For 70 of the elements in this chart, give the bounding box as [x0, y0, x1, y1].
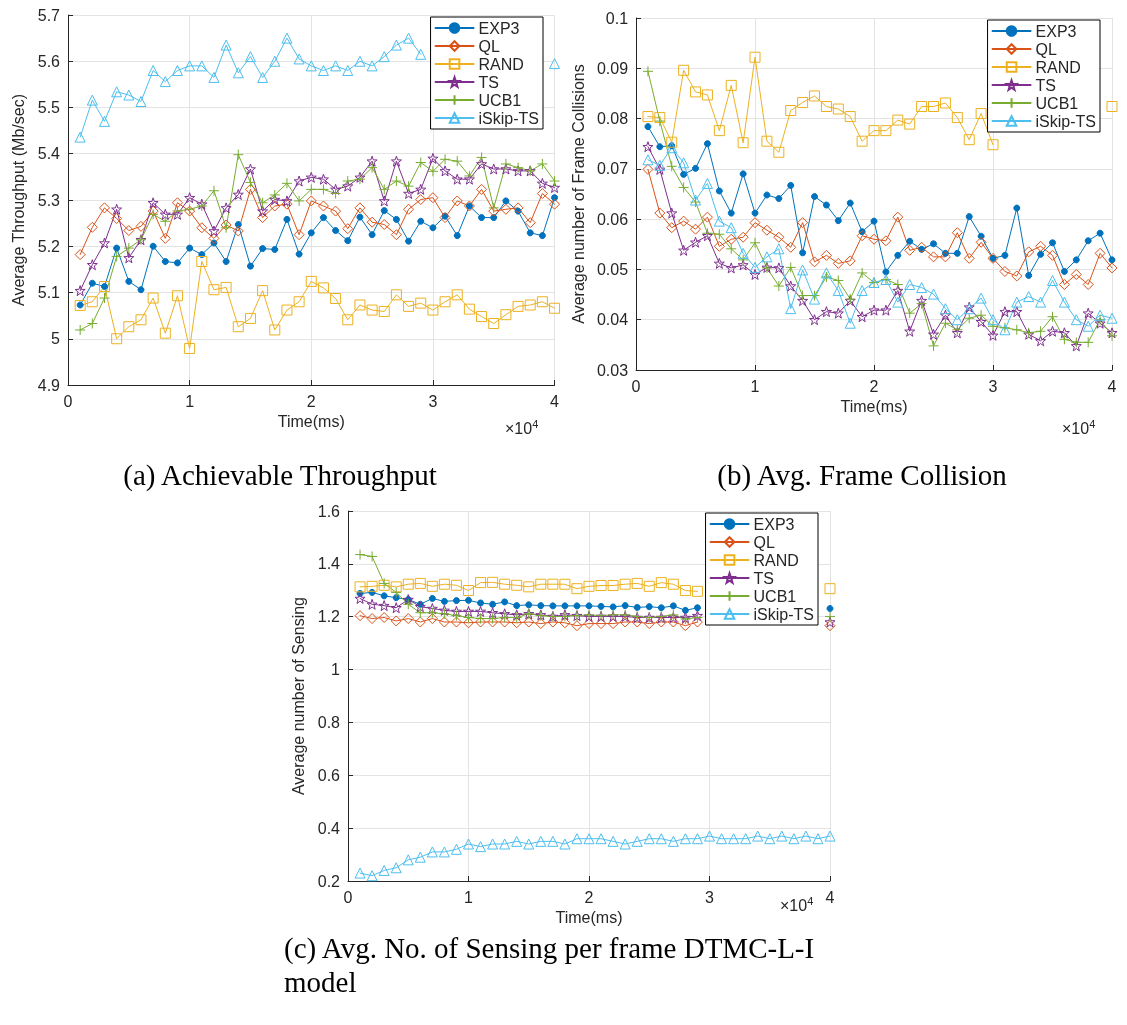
legend-label: TS: [1035, 76, 1056, 94]
y-tick-label: 0.05: [596, 260, 629, 278]
legend-label: UCB1: [478, 91, 522, 109]
y-tick-label: 0.8: [317, 713, 341, 731]
y-tick-label: 5: [51, 330, 61, 348]
legend-label: QL: [1035, 40, 1057, 58]
y-axis-title: Average number of Sensing: [290, 596, 308, 796]
x-tick-label: 0: [631, 377, 641, 395]
legend-label: UCB1: [1035, 94, 1079, 112]
x-tick-label: 3: [428, 392, 438, 410]
legend-label: iSkip-TS: [1035, 112, 1096, 130]
y-tick-label: 0.04: [596, 311, 629, 329]
y-tick-label: 0.09: [596, 59, 629, 77]
x-tick-label: 0: [63, 392, 73, 410]
text: ×10$^{4}$: [505, 418, 539, 439]
legend-label: EXP3: [478, 19, 520, 37]
y-tick-label: 1: [331, 661, 341, 679]
y-tick-label: 1.4: [317, 555, 341, 573]
x-tick-label: 0: [343, 888, 353, 906]
legend-label: RAND: [1035, 58, 1081, 76]
text: (a) Achievable Throughput: [122, 458, 438, 492]
legend-label: iSkip-TS: [753, 605, 814, 623]
x-tick-label: 3: [988, 377, 998, 395]
y-tick-label: 5.1: [37, 284, 61, 301]
y-tick-label: 1.6: [317, 502, 341, 520]
x-tick-label: 4: [550, 392, 560, 410]
y-tick-label: 4.9: [37, 376, 61, 394]
y-tick-label: 5.4: [37, 145, 61, 163]
x-tick-label: 2: [306, 392, 316, 410]
legend-label: iSkip-TS: [478, 109, 539, 127]
x-tick-label: 1: [185, 392, 195, 410]
y-tick-label: 0.4: [317, 819, 341, 837]
y-tick-label: 0.2: [317, 872, 341, 890]
legend-label: RAND: [478, 55, 524, 73]
legend-label: UCB1: [753, 587, 797, 605]
y-tick-label: 5.3: [37, 191, 61, 209]
y-tick-label: 0.03: [596, 361, 629, 379]
y-axis-title: Average Throughput (Mb/sec): [10, 94, 28, 306]
x-tick-label: 4: [825, 888, 835, 906]
y-tick-label: 0.6: [317, 766, 341, 784]
x-tick-label: 2: [584, 888, 594, 906]
x-tick-label: 4: [1107, 377, 1117, 395]
legend-label: QL: [753, 533, 775, 551]
text: (b) Avg. Frame Collision: [716, 458, 1008, 492]
text: ×10$^{4}$: [780, 895, 814, 916]
y-tick-label: 0.08: [596, 110, 629, 128]
y-tick-label: 0.06: [596, 210, 629, 228]
y-tick-label: 5.5: [37, 99, 61, 116]
y-tick-label: 0.07: [596, 160, 629, 178]
legend-label: EXP3: [1035, 22, 1077, 40]
legend-label: TS: [753, 569, 774, 587]
text: (c) Avg. No. of Sensing per frame DTMC-L-I model: [284, 931, 816, 999]
x-tick-label: 3: [705, 888, 715, 906]
y-axis-title: Average number of Frame Collisions: [569, 64, 587, 324]
y-tick-label: 5.2: [37, 237, 61, 255]
legend-label: RAND: [753, 551, 799, 569]
legend-label: QL: [478, 37, 500, 55]
y-tick-label: 0.1: [605, 9, 629, 27]
y-tick-label: 5.6: [37, 52, 61, 70]
text: ×10$^{4}$: [1062, 418, 1096, 439]
x-tick-label: 1: [464, 888, 474, 906]
legend-label: TS: [478, 73, 499, 91]
x-axis-title: Time(ms): [277, 413, 345, 431]
x-tick-label: 2: [869, 377, 879, 395]
x-tick-label: 1: [750, 377, 760, 395]
x-axis-title: Time(ms): [555, 909, 623, 927]
y-tick-label: 1.2: [317, 608, 341, 626]
legend-label: EXP3: [753, 515, 795, 533]
y-tick-label: 5.7: [37, 6, 61, 24]
x-axis-title: Time(ms): [840, 398, 908, 416]
